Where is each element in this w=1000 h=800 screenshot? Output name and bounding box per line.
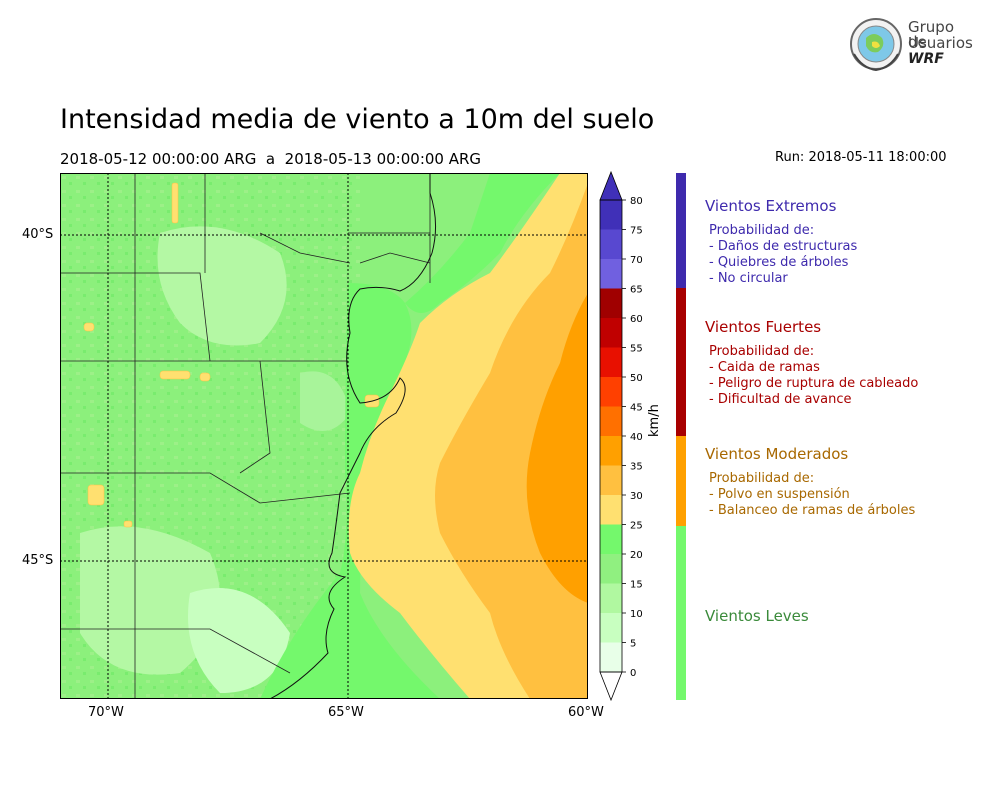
logo-text-line3: WRF <box>908 51 944 67</box>
colorbar-segment <box>600 524 622 554</box>
colorbar-segment <box>600 613 622 643</box>
colorbar-segment <box>600 436 622 466</box>
colorbar-segment <box>600 406 622 436</box>
lat-label-40s: 40°S <box>22 227 54 242</box>
page-title: Intensidad media de viento a 10m del sue… <box>60 104 655 135</box>
category-title: Vientos Extremos <box>705 197 837 215</box>
colorbar-segment <box>600 377 622 407</box>
category-block: Vientos Moderados Probabilidad de: - Polvo… <box>705 445 915 519</box>
province-borders <box>60 173 431 699</box>
category-line: Probabilidad de: <box>709 471 815 486</box>
category-line: - Daños de estructuras <box>709 239 858 254</box>
colorbar-tick-label: 20 <box>630 550 643 561</box>
gust-spots <box>83 182 380 528</box>
wind-map <box>60 173 588 699</box>
colorbar-segment <box>600 347 622 377</box>
lon-label-70w: 70°W <box>88 705 124 720</box>
category-bar-moderate <box>676 436 686 526</box>
category-block: Vientos Leves <box>705 607 809 633</box>
colorbar-tick-label: 25 <box>630 521 643 532</box>
category-line: - Dificultad de avance <box>709 392 852 407</box>
coastline <box>269 173 436 699</box>
light-wind-patch <box>188 588 290 693</box>
colorbar-segment <box>600 583 622 613</box>
logo-text-line1: Grupo de <box>908 18 954 51</box>
colorbar-segment <box>600 259 622 289</box>
colorbar-segment <box>600 229 622 259</box>
colorbar-tick-label: 10 <box>630 609 643 620</box>
coastal-ocean-band <box>260 283 440 699</box>
colorbar-segment <box>600 318 622 348</box>
category-block: Vientos Extremos Probabilidad de: - Daños … <box>705 197 857 287</box>
colorbar-tick-label: 15 <box>630 580 643 591</box>
colorbar-tick-label: 0 <box>630 668 636 679</box>
category-line: - Balanceo de ramas de árboles <box>709 503 916 518</box>
category-line: - Quiebres de árboles <box>709 255 849 270</box>
colorbar-tick-label: 80 <box>630 196 643 207</box>
colorbar-segment <box>600 642 622 672</box>
colorbar-tick-label: 75 <box>630 226 643 237</box>
colorbar-segment <box>600 288 622 318</box>
category-bar-light <box>676 526 686 700</box>
colorbar: 0 5 10 15 20 25 30 35 40 45 50 55 60 65 70 75 80 <box>599 170 643 702</box>
colorbar-tick-label: 55 <box>630 344 643 355</box>
globe-seal-icon <box>850 18 902 72</box>
colorbar-units: km/h <box>647 404 662 437</box>
colorbar-extend-top <box>599 170 623 201</box>
category-line: Probabilidad de: <box>709 344 815 359</box>
coastal-ocean-band <box>405 173 560 313</box>
light-wind-patch <box>80 526 220 675</box>
category-bar-strong <box>676 288 686 436</box>
category-line: - No circular <box>709 271 788 286</box>
run-label: Run: 2018-05-11 18:00:00 <box>775 150 947 165</box>
colorbar-tick-label: 40 <box>630 432 643 443</box>
graticule <box>60 173 588 699</box>
category-title: Vientos Leves <box>705 607 809 625</box>
colorbar-tick-label: 50 <box>630 373 643 384</box>
map-frame <box>60 173 588 699</box>
colorbar-tick-label: 35 <box>630 462 643 473</box>
light-wind-patch <box>157 226 287 346</box>
colorbar-tick-label: 65 <box>630 285 643 296</box>
colorbar-tick-label: 5 <box>630 639 636 650</box>
category-bar-extreme <box>676 173 686 288</box>
category-title: Vientos Moderados <box>705 445 849 463</box>
colorbar-extend-bottom <box>599 671 623 702</box>
category-line: - Polvo en suspensión <box>709 487 850 502</box>
light-wind-patch <box>300 371 350 431</box>
moderate-wind-zone-3 <box>526 293 588 603</box>
period-subtitle: 2018-05-12 00:00:00 ARG a 2018-05-13 00:… <box>60 150 482 168</box>
category-line: - Peligro de ruptura de cableado <box>709 376 919 391</box>
colorbar-tick-label: 45 <box>630 403 643 414</box>
lon-label-65w: 65°W <box>328 705 364 720</box>
category-line: Probabilidad de: <box>709 223 815 238</box>
colorbar-segment <box>600 495 622 525</box>
category-block: Vientos Fuertes Probabilidad de: - Caida d… <box>705 318 918 408</box>
category-line: - Caida de ramas <box>709 360 820 375</box>
logo-text-line2: Usuarios <box>908 34 973 52</box>
wrf-logo: Grupo de Usuarios WRF <box>848 16 973 72</box>
colorbar-tick-label: 30 <box>630 491 643 502</box>
colorbar-tick-label: 70 <box>630 255 643 266</box>
colorbar-segment <box>600 200 622 230</box>
colorbar-tick-label: 60 <box>630 314 643 325</box>
lon-label-60w: 60°W <box>568 705 604 720</box>
colorbar-segment <box>600 465 622 495</box>
lat-label-45s: 45°S <box>22 553 54 568</box>
category-title: Vientos Fuertes <box>705 318 822 336</box>
colorbar-segment <box>600 554 622 584</box>
